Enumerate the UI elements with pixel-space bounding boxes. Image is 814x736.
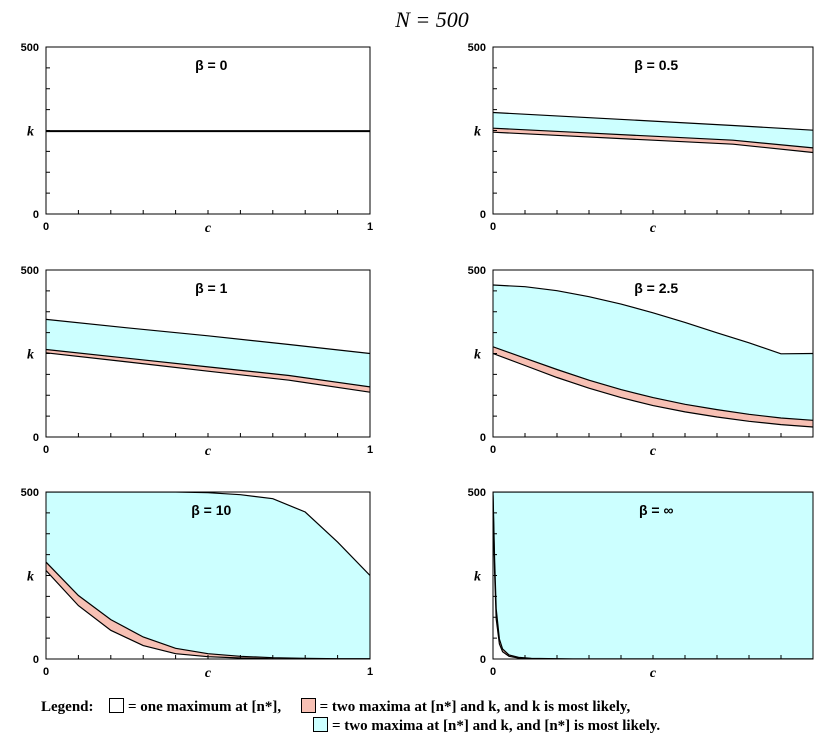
pink-lower-boundary [46,352,370,393]
panel-area [493,47,813,214]
cyan-upper-boundary [493,284,813,355]
pink-region [46,562,370,659]
pink-lower-boundary [493,495,813,659]
y-tick-label: 0 [480,432,486,444]
pink-upper-boundary [493,346,813,421]
panel-area [46,47,370,214]
panel-3: 0 500 0 1 c k β = 1 [21,265,373,459]
panel-area [46,492,370,659]
y-tick-label: 500 [468,265,486,277]
y-tick-label: 0 [480,654,486,666]
pink-lower-boundary [493,131,813,154]
panel-5: 0 500 0 1 c k β = 10 [21,487,373,681]
panel-beta-label: β = 10 [191,502,231,518]
panel-4: 0 500 0 c k β = 2.5 [468,265,814,459]
cyan-region [493,492,813,659]
y-axis-label: k [27,348,34,363]
x-axis-label: c [205,444,212,459]
y-tick-label: 0 [480,209,486,221]
y-tick-label: 500 [468,42,486,54]
pink-lower-boundary [493,352,813,428]
x-tick-label: 0 [490,444,496,456]
pink-region [493,346,813,427]
panel-6: 0 500 0 c k β = ∞ [468,487,814,681]
y-tick-label: 0 [33,654,39,666]
panel-beta-label: β = 0.5 [634,57,678,73]
y-axis-label: k [474,348,481,363]
cyan-upper-boundary [46,318,370,355]
panel-area [46,270,370,437]
y-axis-label: k [27,570,34,585]
cyan-region [46,492,370,659]
pink-upper-boundary [493,127,813,149]
y-tick-label: 500 [21,487,39,499]
y-tick-label: 0 [33,209,39,221]
y-axis-label: k [27,125,34,140]
y-axis-label: k [474,125,481,140]
x-tick-label: 1 [367,221,373,233]
figure-title: N = 500 [394,7,469,32]
x-tick-label: 1 [367,666,373,678]
x-tick-label: 0 [43,221,49,233]
y-axis-label: k [474,570,481,585]
y-tick-label: 500 [21,42,39,54]
cyan-upper-boundary [493,111,813,131]
panel-beta-label: β = 2.5 [634,280,678,296]
x-axis-label: c [650,221,657,236]
panel-2: 0 500 0 c k β = 0.5 [468,42,814,236]
x-tick-label: 1 [367,444,373,456]
panel-1: 0 500 0 1 c k β = 0 [21,42,373,236]
panel-beta-label: β = 1 [195,280,228,296]
panel-area [493,492,813,659]
cyan-region [493,285,813,421]
y-tick-label: 500 [21,265,39,277]
y-tick-label: 0 [33,432,39,444]
x-axis-label: c [650,666,657,681]
x-axis-label: c [205,221,212,236]
cyan-upper-boundary [46,492,370,576]
x-axis-label: c [650,444,657,459]
panel-area [493,270,813,437]
panel-beta-label: β = 0 [195,57,228,73]
panels: 0 500 0 1 c k β = 0 0 500 0 c k β = 0.5 0 500 0 1 c k β = 1… [21,42,814,681]
x-tick-label: 0 [490,666,496,678]
panel-beta-label: β = ∞ [639,502,674,518]
pink-upper-boundary [46,348,370,388]
x-tick-label: 0 [490,221,496,233]
cyan-region [46,319,370,387]
x-tick-label: 0 [43,444,49,456]
x-tick-label: 0 [43,666,49,678]
y-tick-label: 500 [468,487,486,499]
x-axis-label: c [205,666,212,681]
cyan-region [493,112,813,148]
pink-region [493,128,813,153]
